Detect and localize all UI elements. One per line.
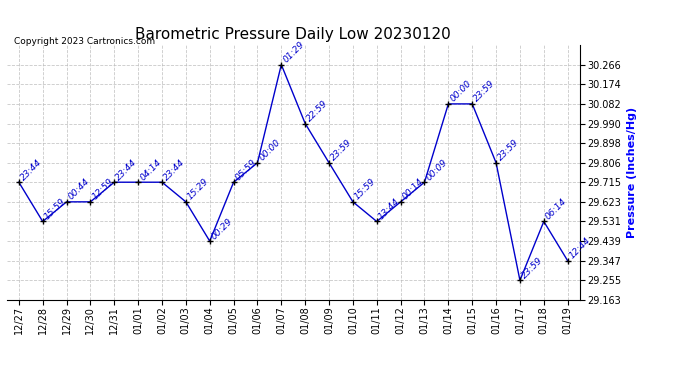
- Text: Copyright 2023 Cartronics.com: Copyright 2023 Cartronics.com: [14, 38, 155, 46]
- Text: 12:59: 12:59: [90, 177, 115, 202]
- Text: 00:09: 00:09: [424, 158, 449, 182]
- Text: 23:44: 23:44: [115, 158, 139, 182]
- Y-axis label: Pressure (Inches/Hg): Pressure (Inches/Hg): [627, 107, 637, 238]
- Text: 00:00: 00:00: [448, 79, 473, 104]
- Text: 15:59: 15:59: [353, 177, 377, 202]
- Text: 05:59: 05:59: [234, 158, 258, 182]
- Text: 04:14: 04:14: [138, 158, 163, 182]
- Text: 12:44: 12:44: [568, 236, 593, 261]
- Text: 15:59: 15:59: [43, 197, 68, 222]
- Text: 23:59: 23:59: [520, 256, 544, 280]
- Text: 23:44: 23:44: [162, 158, 187, 182]
- Text: 15:29: 15:29: [186, 177, 210, 202]
- Text: 13:44: 13:44: [377, 197, 402, 222]
- Text: 01:29: 01:29: [282, 40, 306, 64]
- Text: 23:59: 23:59: [496, 138, 521, 163]
- Text: 23:59: 23:59: [472, 79, 497, 104]
- Text: 23:44: 23:44: [19, 158, 43, 182]
- Text: 00:14: 00:14: [401, 177, 425, 202]
- Text: 00:00: 00:00: [257, 138, 282, 163]
- Text: 22:59: 22:59: [305, 99, 330, 123]
- Text: 06:14: 06:14: [544, 197, 569, 222]
- Title: Barometric Pressure Daily Low 20230120: Barometric Pressure Daily Low 20230120: [135, 27, 451, 42]
- Text: 23:59: 23:59: [329, 138, 354, 163]
- Text: 00:29: 00:29: [210, 216, 235, 241]
- Text: 00:44: 00:44: [66, 177, 91, 202]
